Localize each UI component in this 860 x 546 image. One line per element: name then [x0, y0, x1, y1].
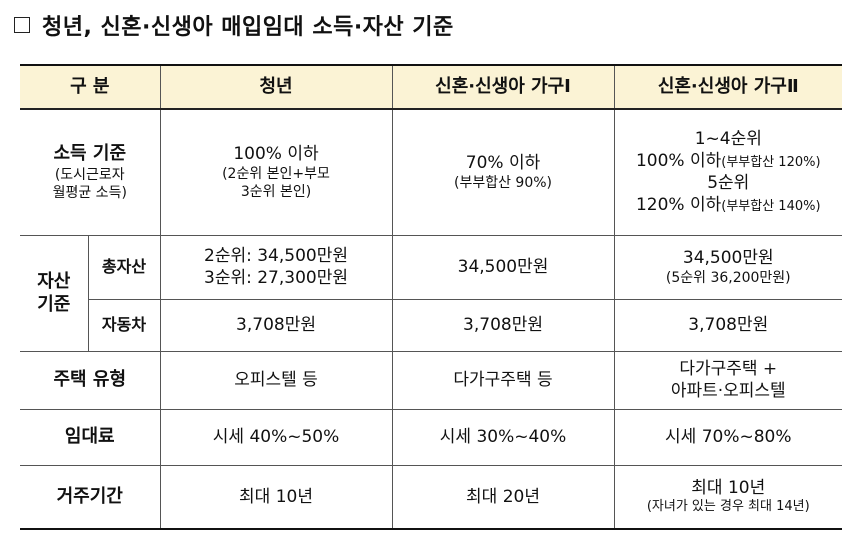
- total-assets-youth-cell: 2순위: 34,500만원 3순위: 27,300만원: [159, 234, 393, 300]
- total-assets-n1: 34,500만원: [391, 234, 615, 300]
- income-label-cell: 소득 기준 (도시근로자 월평균 소득): [20, 108, 161, 236]
- income-label-sub1: (도시근로자: [54, 166, 125, 183]
- page-title-text: 청년, 신혼·신생아 매입임대 소득·자산 기준: [42, 15, 454, 40]
- table-row-car: 자동차 3,708만원 3,708만원 3,708만원: [20, 298, 843, 352]
- car-n1: 3,708만원: [391, 298, 615, 352]
- header-category: 구 분: [20, 64, 161, 110]
- income-youth-main: 100% 이하: [233, 144, 319, 165]
- housing-n2-line2: 아파트·오피스텔: [670, 381, 786, 401]
- rent-n2: 시세 70%~80%: [613, 408, 843, 466]
- income-n2-line2-main: 100% 이하: [635, 151, 722, 172]
- criteria-table: 구 분 청년 신혼·신생아 가구Ⅰ 신혼·신생아 가구Ⅱ 소득 기준 (도시근로…: [20, 64, 843, 530]
- period-n1: 최대 20년: [391, 464, 615, 530]
- income-n2-line1: 1~4순위: [694, 129, 762, 150]
- income-n2-line3: 5순위: [707, 173, 750, 194]
- assets-label-cell: 자산 기준: [20, 234, 89, 352]
- header-youth: 청년: [159, 64, 393, 110]
- income-newlywed-1-cell: 70% 이하 (부부합산 90%): [391, 108, 615, 236]
- rent-youth: 시세 40%~50%: [159, 408, 393, 466]
- income-label: 소득 기준: [53, 143, 127, 165]
- income-newlywed-2-cell: 1~4순위 100% 이하(부부합산 120%) 5순위 120% 이하(부부합…: [613, 108, 843, 236]
- income-n2-line4-main: 120% 이하: [635, 195, 722, 216]
- checkbox-square-icon: [14, 17, 30, 33]
- period-n2-sub: (자녀가 있는 경우 최대 14년): [646, 499, 810, 515]
- housing-newlywed-2-cell: 다가구주택 + 아파트·오피스텔: [613, 350, 843, 410]
- table-row-housing: 주택 유형 오피스텔 등 다가구주택 등 다가구주택 + 아파트·오피스텔: [20, 350, 843, 410]
- income-n1-sub: (부부합산 90%): [454, 175, 553, 192]
- income-youth-sub1: (2순위 본인+부모: [222, 166, 330, 183]
- income-label-sub2: 월평균 소득): [52, 184, 127, 201]
- total-assets-n2-main: 34,500만원: [682, 247, 774, 268]
- car-youth: 3,708만원: [159, 298, 393, 352]
- income-n2-line4-sub: (부부합산 140%): [721, 199, 821, 215]
- income-n1-main: 70% 이하: [465, 153, 541, 174]
- header-newlywed-2: 신혼·신생아 가구Ⅱ: [613, 64, 843, 110]
- rent-n1: 시세 30%~40%: [391, 408, 615, 466]
- income-youth-sub2: 3순위 본인): [240, 184, 312, 201]
- total-assets-newlywed-2-cell: 34,500만원 (5순위 36,200만원): [613, 234, 843, 300]
- table-row-income: 소득 기준 (도시근로자 월평균 소득) 100% 이하 (2순위 본인+부모 …: [20, 108, 843, 236]
- car-n2: 3,708만원: [613, 298, 843, 352]
- income-youth-cell: 100% 이하 (2순위 본인+부모 3순위 본인): [159, 108, 393, 236]
- housing-youth: 오피스텔 등: [159, 350, 393, 410]
- total-assets-n2-sub: (5순위 36,200만원): [665, 269, 791, 286]
- income-n2-line2-sub: (부부합산 120%): [721, 155, 821, 171]
- table-row-rent: 임대료 시세 40%~50% 시세 30%~40% 시세 70%~80%: [20, 408, 843, 466]
- table-header-row: 구 분 청년 신혼·신생아 가구Ⅰ 신혼·신생아 가구Ⅱ: [20, 64, 843, 110]
- housing-n1: 다가구주택 등: [391, 350, 615, 410]
- period-label: 거주기간: [20, 464, 161, 530]
- total-assets-youth-line1: 2순위: 34,500만원: [204, 245, 349, 266]
- car-label: 자동차: [88, 298, 161, 352]
- assets-label-line2: 기준: [37, 294, 71, 315]
- table-row-period: 거주기간 최대 10년 최대 20년 최대 10년 (자녀가 있는 경우 최대 …: [20, 464, 843, 530]
- period-newlywed-2-cell: 최대 10년 (자녀가 있는 경우 최대 14년): [613, 464, 843, 530]
- assets-label-line1: 자산: [37, 270, 71, 292]
- total-assets-youth-line2: 3순위: 27,300만원: [204, 268, 349, 288]
- header-newlywed-1: 신혼·신생아 가구Ⅰ: [391, 64, 615, 110]
- table-row-total-assets: 자산 기준 총자산 2순위: 34,500만원 3순위: 27,300만원 34…: [20, 234, 843, 352]
- housing-label: 주택 유형: [20, 350, 161, 410]
- period-youth: 최대 10년: [159, 464, 393, 530]
- housing-n2-line1: 다가구주택 +: [679, 358, 778, 379]
- period-n2-main: 최대 10년: [691, 478, 766, 499]
- total-assets-label: 총자산: [87, 234, 161, 300]
- rent-label: 임대료: [20, 408, 161, 466]
- page-title: 청년, 신혼·신생아 매입임대 소득·자산 기준: [14, 8, 454, 42]
